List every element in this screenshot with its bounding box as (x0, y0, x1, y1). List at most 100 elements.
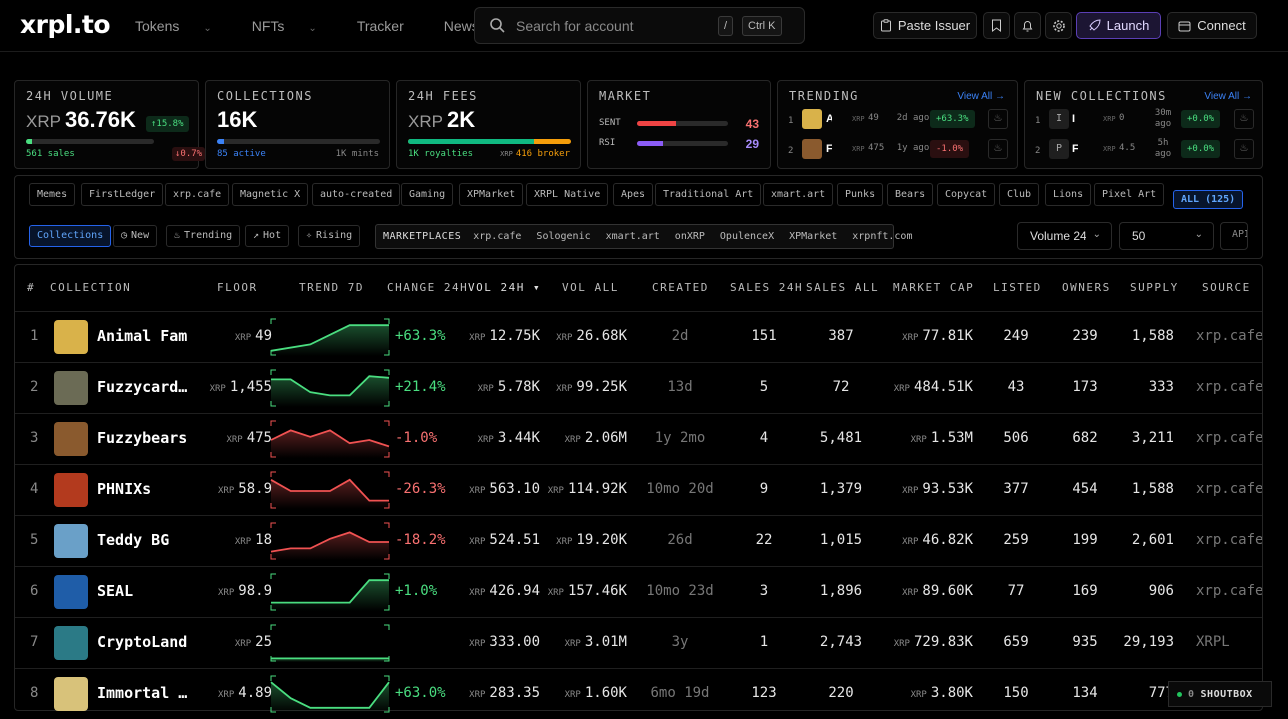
source-marketplace[interactable]: xrp.cafe (1196, 583, 1262, 599)
connect-wallet-button[interactable]: Connect (1167, 12, 1257, 39)
column-header-floor[interactable]: FLOOR (217, 281, 258, 294)
tag-magnetic-x[interactable]: Magnetic X (232, 183, 309, 206)
tag-all[interactable]: ALL (125) (1173, 190, 1244, 209)
collection-name[interactable]: Fuzzycard… (97, 378, 188, 396)
marketplace-xrp-cafe[interactable]: xrp.cafe (473, 231, 522, 242)
collection-name[interactable]: F (1072, 143, 1078, 155)
tag-memes[interactable]: Memes (29, 183, 76, 206)
collection-name[interactable]: Fuzzybears (97, 429, 188, 447)
column-header-vol-all[interactable]: VOL ALL (562, 281, 619, 294)
settings-button[interactable] (1045, 12, 1072, 39)
nav-item-tracker[interactable]: Tracker (357, 18, 424, 34)
tag-pixel-art[interactable]: Pixel Art (1094, 183, 1165, 206)
column-header-supply[interactable]: SUPPLY (1130, 281, 1179, 294)
collection-name[interactable]: Immortal … (97, 684, 188, 702)
collection-thumbnail[interactable] (54, 626, 88, 660)
table-row[interactable]: 4 PHNIXs XRP 58.9 -26.3% XRP 563.10 XRP 114.92K 1… (15, 464, 1262, 515)
tag-auto-created[interactable]: auto-created (312, 183, 401, 206)
column-header-sales-all[interactable]: SALES ALL (806, 281, 880, 294)
nav-item-nfts[interactable]: NFTs ⌄ (252, 18, 337, 34)
sort-select[interactable]: Volume 24h ⌄ (1017, 222, 1112, 250)
source-marketplace[interactable]: xrp.cafe (1196, 379, 1262, 395)
collection-name[interactable]: PHNIXs (97, 480, 152, 498)
column-header-market-cap[interactable]: MARKET CAP (893, 281, 975, 294)
collection-thumbnail[interactable] (54, 422, 88, 456)
rows-per-page-select[interactable]: 50 ⌄ (1119, 222, 1214, 250)
tag-xmart-art[interactable]: xmart.art (763, 183, 834, 206)
collection-name[interactable]: A (826, 113, 832, 125)
collection-name[interactable]: SEAL (97, 582, 134, 600)
column-header-owners[interactable]: OWNERS (1062, 281, 1111, 294)
collection-name[interactable]: CryptoLand (97, 633, 188, 651)
tag-gaming[interactable]: Gaming (401, 183, 454, 206)
column-header-trend-7d[interactable]: TREND 7D (299, 281, 364, 294)
tag-lions[interactable]: Lions (1045, 183, 1092, 206)
collection-thumbnail[interactable] (54, 524, 88, 558)
table-row[interactable]: 6 SEAL XRP 98.9 +1.0% XRP 426.94 XRP 157.46K 10mo… (15, 566, 1262, 617)
collection-thumbnail[interactable] (54, 371, 88, 405)
source-marketplace[interactable]: xrp.cafe (1196, 532, 1262, 548)
collection-name[interactable]: F (826, 143, 832, 155)
source-marketplace[interactable]: XRPL (1196, 634, 1230, 650)
column-header-collection[interactable]: COLLECTION (50, 281, 132, 294)
collection-thumbnail[interactable] (54, 320, 88, 354)
nav-item-tokens[interactable]: Tokens ⌄ (135, 18, 232, 34)
tag-traditional-art[interactable]: Traditional Art (655, 183, 762, 206)
paste-issuer-button[interactable]: Paste Issuer (873, 12, 977, 39)
table-row[interactable]: 3 Fuzzybears XRP 475 -1.0% XRP 3.44K XRP 2.06M 1y… (15, 413, 1262, 464)
flame-icon[interactable]: ♨ (1234, 139, 1254, 159)
collection-name[interactable]: I (1072, 113, 1076, 125)
table-row[interactable]: 2 Fuzzycard… XRP 1,455 +21.4% XRP 5.78K XRP 99.2… (15, 362, 1262, 413)
marketplace-xmart-art[interactable]: xmart.art (605, 231, 660, 242)
site-logo[interactable]: xrpl.to (20, 10, 111, 39)
marketplace-xpmarket[interactable]: XPMarket (789, 231, 838, 242)
nav-item-news[interactable]: News (444, 18, 499, 34)
filter-trending[interactable]: ♨ Trending (166, 225, 241, 247)
table-row[interactable]: 8 Immortal … XRP 4.89 +63.0% XRP 283.35 XRP 1.60… (15, 668, 1262, 719)
tag-xrp-cafe[interactable]: xrp.cafe (165, 183, 230, 206)
tag-club[interactable]: Club (999, 183, 1040, 206)
source-marketplace[interactable]: xrp.cafe (1196, 481, 1262, 497)
collection-thumbnail[interactable] (54, 575, 88, 609)
filter-collections[interactable]: Collections (29, 225, 112, 247)
marketplace-onxrp[interactable]: onXRP (674, 231, 705, 242)
search-bar[interactable]: Search for account / Ctrl K (474, 7, 805, 44)
column-header-change-24h[interactable]: CHANGE 24H (387, 281, 469, 294)
marketplace-opulencex[interactable]: OpulenceX (719, 231, 775, 242)
flame-icon[interactable]: ♨ (1234, 109, 1254, 129)
table-row[interactable]: 1 Animal Fam XRP 49 +63.3% XRP 12.75K XRP 26.68K… (15, 311, 1262, 362)
column-header-sales-24h[interactable]: SALES 24H (730, 281, 804, 294)
source-marketplace[interactable]: xrp.cafe (1196, 328, 1262, 344)
tag-xpmarket[interactable]: XPMarket (459, 183, 524, 206)
tag-xrpl-native[interactable]: XRPL Native (526, 183, 609, 206)
tag-punks[interactable]: Punks (837, 183, 884, 206)
collection-name[interactable]: Teddy BG (97, 531, 170, 549)
filter-hot[interactable]: ↗ Hot (245, 225, 290, 247)
search-input[interactable]: Search for account (516, 18, 634, 34)
marketplace-xrpnft-com[interactable]: xrpnft.com (852, 231, 913, 242)
tag-bears[interactable]: Bears (887, 183, 934, 206)
launch-button[interactable]: Launch (1076, 12, 1161, 39)
new-collections-view-all-link[interactable]: View All → (1204, 91, 1252, 102)
collection-thumbnail[interactable] (54, 677, 88, 711)
tag-firstledger[interactable]: FirstLedger (81, 183, 164, 206)
column-header-created[interactable]: CREATED (652, 281, 709, 294)
tag-apes[interactable]: Apes (613, 183, 654, 206)
notifications-button[interactable] (1014, 12, 1041, 39)
shoutbox-button[interactable]: 0 SHOUTBOX (1168, 681, 1272, 707)
filter-rising[interactable]: ✧ Rising (298, 225, 361, 247)
marketplace-sologenic[interactable]: Sologenic (536, 231, 591, 242)
tag-copycat[interactable]: Copycat (937, 183, 996, 206)
trending-view-all-link[interactable]: View All → (957, 91, 1005, 102)
collection-name[interactable]: Animal Fam (97, 327, 188, 345)
api-button[interactable]: API (1220, 222, 1248, 250)
column-header-listed[interactable]: LISTED (993, 281, 1042, 294)
column-header-vol-24h[interactable]: VOL 24H ▾ (468, 281, 542, 294)
collection-thumbnail[interactable] (54, 473, 88, 507)
table-row[interactable]: 5 Teddy BG XRP 18 -18.2% XRP 524.51 XRP 19.20K 26… (15, 515, 1262, 566)
table-row[interactable]: 7 CryptoLand XRP 25 XRP 333.00 XRP 3.01M 3y 1 2,74… (15, 617, 1262, 668)
flame-icon[interactable]: ♨ (988, 139, 1008, 159)
bookmark-button[interactable] (983, 12, 1010, 39)
flame-icon[interactable]: ♨ (988, 109, 1008, 129)
column-header-source[interactable]: SOURCE (1202, 281, 1251, 294)
